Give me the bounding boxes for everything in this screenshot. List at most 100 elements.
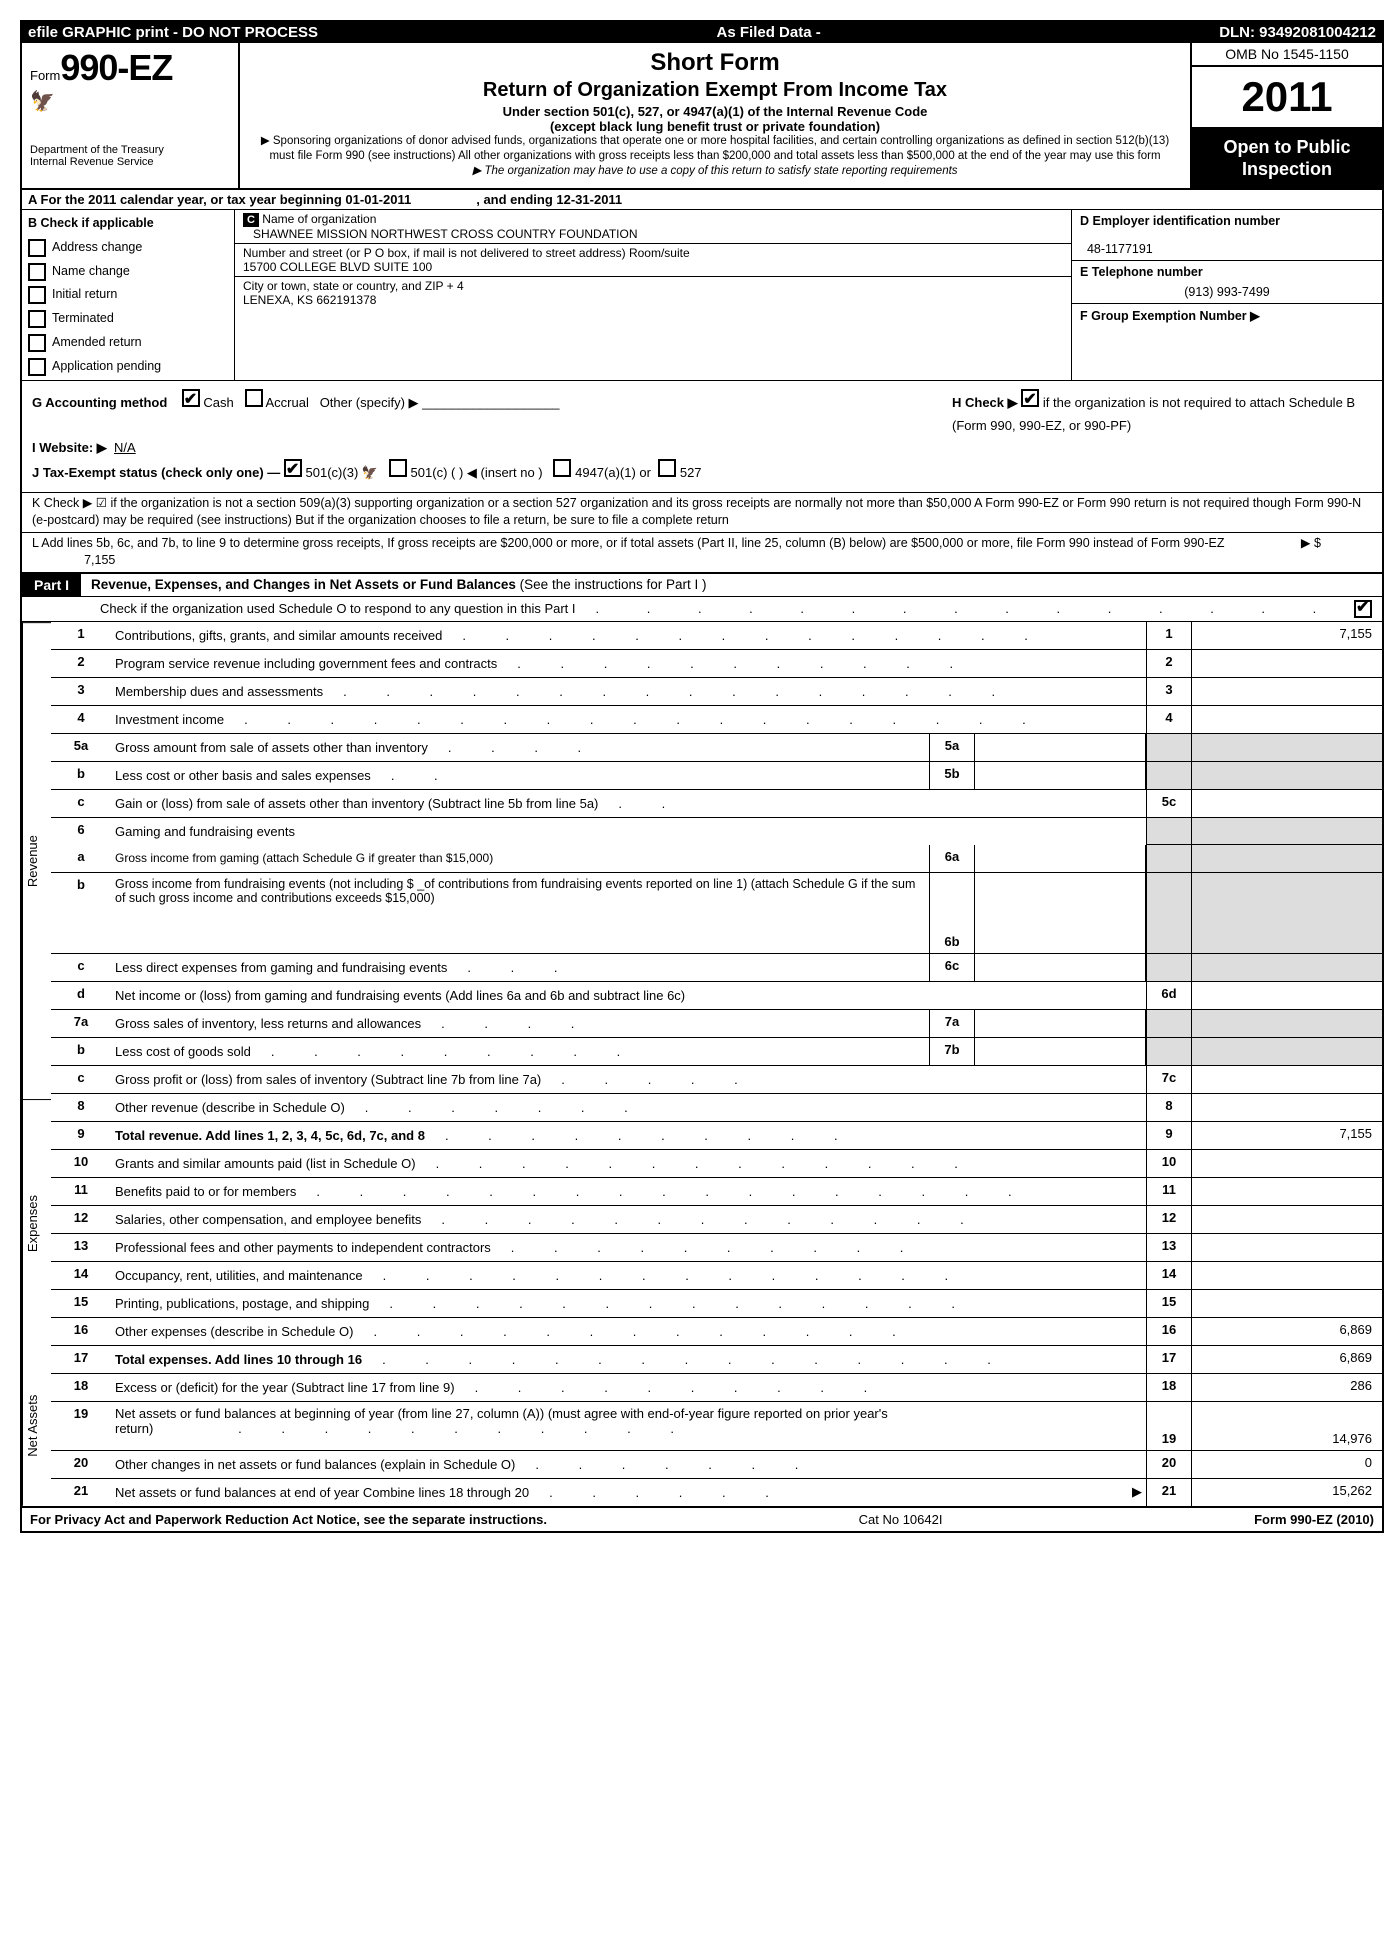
subtitle2: (except black lung benefit trust or priv… <box>250 119 1180 134</box>
topbar-center: As Filed Data - <box>717 24 821 41</box>
l-amount: 7,155 <box>84 553 115 567</box>
l-amount-label: ▶ $ <box>1301 536 1321 550</box>
chk-h[interactable] <box>1021 389 1039 407</box>
line-11: 11 Benefits paid to or for members. . . … <box>51 1178 1382 1206</box>
header-note2: ▶ The organization may have to use a cop… <box>250 164 1180 179</box>
line-6c: c Less direct expenses from gaming and f… <box>51 954 1382 982</box>
line-5a: 5a Gross amount from sale of assets othe… <box>51 734 1382 762</box>
side-expenses: Expenses <box>22 1099 51 1346</box>
irs-eagle-icon: 🦅 <box>30 89 230 114</box>
chk-application-pending[interactable]: Application pending <box>28 355 228 379</box>
footer-left: For Privacy Act and Paperwork Reduction … <box>30 1512 547 1527</box>
topbar-right: DLN: 93492081004212 <box>1219 24 1376 41</box>
org-city: LENEXA, KS 662191378 <box>243 293 376 307</box>
line-7a: 7a Gross sales of inventory, less return… <box>51 1010 1382 1038</box>
header-left: Form990-EZ 🦅 Department of the Treasury … <box>22 43 240 188</box>
chk-schedule-o[interactable] <box>1354 600 1372 618</box>
open-to-public: Open to Public Inspection <box>1192 129 1382 188</box>
line-6a: a Gross income from gaming (attach Sched… <box>51 845 1382 873</box>
line-15: 15 Printing, publications, postage, and … <box>51 1290 1382 1318</box>
dept-treasury: Department of the Treasury <box>30 144 230 156</box>
form-prefix: Form <box>30 68 60 83</box>
line-14: 14 Occupancy, rent, utilities, and maint… <box>51 1262 1382 1290</box>
column-def: D Employer identification number 48-1177… <box>1071 210 1382 380</box>
line-21: 21 Net assets or fund balances at end of… <box>51 1479 1382 1506</box>
org-name: SHAWNEE MISSION NORTHWEST CROSS COUNTRY … <box>253 227 637 241</box>
main-title: Return of Organization Exempt From Incom… <box>250 79 1180 102</box>
footer-right: Form 990-EZ (2010) <box>1254 1512 1374 1527</box>
org-name-row: C Name of organization SHAWNEE MISSION N… <box>235 210 1071 244</box>
subtitle1: Under section 501(c), 527, or 4947(a)(1)… <box>250 104 1180 119</box>
chk-initial-return[interactable]: Initial return <box>28 283 228 307</box>
chk-527[interactable] <box>658 459 676 477</box>
line-12: 12 Salaries, other compensation, and emp… <box>51 1206 1382 1234</box>
dept-irs: Internal Revenue Service <box>30 156 230 168</box>
chk-accrual[interactable] <box>245 389 263 407</box>
line-20: 20 Other changes in net assets or fund b… <box>51 1451 1382 1479</box>
website-value: N/A <box>114 440 136 455</box>
org-address: 15700 COLLEGE BLVD SUITE 100 <box>243 260 432 274</box>
l-text: L Add lines 5b, 6c, and 7b, to line 9 to… <box>32 536 1225 550</box>
footer-center: Cat No 10642I <box>859 1512 943 1527</box>
chk-501c3[interactable] <box>284 459 302 477</box>
line-13: 13 Professional fees and other payments … <box>51 1234 1382 1262</box>
line-17: 17 Total expenses. Add lines 10 through … <box>51 1346 1382 1374</box>
column-c: C Name of organization SHAWNEE MISSION N… <box>235 210 1071 380</box>
lines-column: 1 Contributions, gifts, grants, and simi… <box>51 622 1382 1506</box>
line-3: 3 Membership dues and assessments. . . .… <box>51 678 1382 706</box>
side-labels: Revenue Expenses Net Assets <box>22 622 51 1506</box>
line-6: 6 Gaming and fundraising events <box>51 818 1382 845</box>
side-netassets: Net Assets <box>22 1346 51 1506</box>
i-label: I Website: ▶ <box>32 440 107 455</box>
page-footer: For Privacy Act and Paperwork Reduction … <box>22 1506 1382 1531</box>
line-1: 1 Contributions, gifts, grants, and simi… <box>51 622 1382 650</box>
chk-501c[interactable] <box>389 459 407 477</box>
d-label: D Employer identification number <box>1080 214 1280 228</box>
line-6b: b Gross income from fundraising events (… <box>51 873 1382 954</box>
chk-cash[interactable] <box>182 389 200 407</box>
section-b-through-f: B Check if applicable Address change Nam… <box>22 210 1382 381</box>
line-5b: b Less cost or other basis and sales exp… <box>51 762 1382 790</box>
group-exemption-row: F Group Exemption Number ▶ <box>1072 304 1382 327</box>
chk-name-change[interactable]: Name change <box>28 260 228 284</box>
col-b-header: B Check if applicable <box>28 212 228 236</box>
g-label: G Accounting method <box>32 395 167 410</box>
f-label: F Group Exemption Number ▶ <box>1080 309 1260 323</box>
line-16: 16 Other expenses (describe in Schedule … <box>51 1318 1382 1346</box>
chk-4947[interactable] <box>553 459 571 477</box>
omb-number: OMB No 1545-1150 <box>1192 43 1382 67</box>
short-form-title: Short Form <box>250 49 1180 77</box>
chk-terminated[interactable]: Terminated <box>28 307 228 331</box>
part1-title: Revenue, Expenses, and Changes in Net As… <box>81 574 716 595</box>
form-header: Form990-EZ 🦅 Department of the Treasury … <box>22 43 1382 190</box>
city-label: City or town, state or country, and ZIP … <box>243 279 464 293</box>
tax-year: 2011 <box>1192 67 1382 129</box>
section-l: L Add lines 5b, 6c, and 7b, to line 9 to… <box>22 532 1382 572</box>
name-label: Name of organization <box>262 212 376 226</box>
org-address-row: Number and street (or P O box, if mail i… <box>235 244 1071 277</box>
column-b: B Check if applicable Address change Nam… <box>22 210 235 380</box>
h-label: H Check ▶ <box>952 395 1018 410</box>
header-right: OMB No 1545-1150 2011 Open to Public Ins… <box>1190 43 1382 188</box>
arrow-icon: ▶ <box>1132 1484 1142 1500</box>
schedule-o-text: Check if the organization used Schedule … <box>100 601 576 616</box>
schedule-o-row: Check if the organization used Schedule … <box>22 597 1382 622</box>
row-a-end: , and ending 12-31-2011 <box>476 192 622 207</box>
e-label: E Telephone number <box>1080 265 1203 279</box>
header-note1: ▶ Sponsoring organizations of donor advi… <box>250 134 1180 164</box>
row-a-tax-year: A For the 2011 calendar year, or tax yea… <box>22 190 1382 210</box>
chk-amended-return[interactable]: Amended return <box>28 331 228 355</box>
ein-value: 48-1177191 <box>1087 242 1153 256</box>
part1-table: Revenue Expenses Net Assets 1 Contributi… <box>22 622 1382 1506</box>
line-19: 19 Net assets or fund balances at beginn… <box>51 1402 1382 1451</box>
addr-label: Number and street (or P O box, if mail i… <box>243 246 690 260</box>
chk-address-change[interactable]: Address change <box>28 236 228 260</box>
section-g-through-j: G Accounting method Cash Accrual Other (… <box>22 381 1382 491</box>
line-8: 8 Other revenue (describe in Schedule O)… <box>51 1094 1382 1122</box>
topbar-left: efile GRAPHIC print - DO NOT PROCESS <box>28 24 318 41</box>
line-7b: b Less cost of goods sold. . . . . . . .… <box>51 1038 1382 1066</box>
header-center: Short Form Return of Organization Exempt… <box>240 43 1190 188</box>
line-4: 4 Investment income. . . . . . . . . . .… <box>51 706 1382 734</box>
section-k: K Check ▶ ☑ if the organization is not a… <box>22 492 1382 532</box>
j-label: J Tax-Exempt status (check only one) — <box>32 465 280 480</box>
